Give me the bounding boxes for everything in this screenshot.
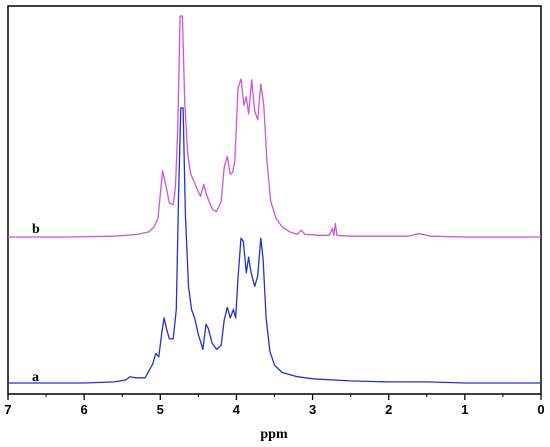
x-tick-label-6: 6 [81, 402, 88, 417]
x-axis-label: ppm [260, 427, 288, 442]
trace-label-b: b [32, 222, 40, 237]
x-tick-label-5: 5 [157, 402, 164, 417]
spectrum-trace-b [8, 15, 541, 238]
x-tick-label-0: 0 [537, 402, 544, 417]
trace-labels: ba [32, 222, 40, 385]
x-tick-label-4: 4 [233, 402, 241, 417]
x-tick-label-1: 1 [461, 402, 468, 417]
plot-frame [7, 5, 542, 395]
x-axis-tick-labels: 7 6 5 4 3 2 1 0 [4, 402, 544, 417]
x-tick-label-2: 2 [385, 402, 392, 417]
spectrum-traces [8, 15, 541, 384]
x-axis-ticks [7, 394, 542, 400]
x-tick-label-7: 7 [4, 402, 11, 417]
spectrum-trace-a [8, 107, 541, 384]
trace-label-a: a [32, 370, 39, 385]
x-tick-label-3: 3 [309, 402, 316, 417]
